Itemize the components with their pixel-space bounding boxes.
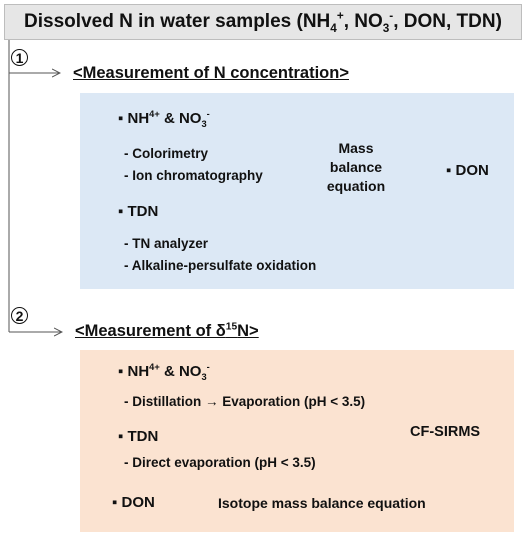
tdn-label-2: ▪ TDN [118, 428, 159, 445]
isotope-equation-label: Isotope mass balance equation [218, 495, 426, 511]
method-ion-chromatography: - Ion chromatography [124, 168, 263, 183]
tdn-label: ▪ TDN [118, 203, 159, 220]
section-1-heading: <Measurement of N concentration> [73, 64, 349, 82]
method-tn-analyzer: - TN analyzer [124, 236, 209, 251]
isotope-panel [80, 350, 514, 532]
section-2-heading: <Measurement of δ15N> [75, 321, 259, 340]
diagram-title: Dissolved N in water samples (NH4+, NO3-… [24, 9, 502, 35]
don-label-2: ▪ DON [112, 494, 155, 511]
method-colorimetry: - Colorimetry [124, 146, 209, 161]
concentration-panel [80, 93, 514, 289]
method-alkaline-persulfate: - Alkaline-persulfate oxidation [124, 258, 317, 273]
don-result: ▪ DON [446, 162, 489, 179]
step-number-2: 2 [11, 307, 28, 324]
nh-no-label-2: ▪ NH4+ & NO3- [118, 362, 210, 382]
cf-sirms-label: CF-SIRMS [410, 424, 481, 440]
mass-balance-label: Mass balance equation [326, 140, 386, 194]
method-distillation: - Distillation → Evaporation (pH < 3.5) [124, 394, 366, 409]
step-number-1: 1 [11, 49, 28, 66]
nh-no-label: ▪ NH4+ & NO3- [118, 109, 210, 129]
title-box: Dissolved N in water samples (NH4+, NO3-… [4, 4, 522, 40]
method-direct-evaporation: - Direct evaporation (pH < 3.5) [124, 455, 316, 470]
